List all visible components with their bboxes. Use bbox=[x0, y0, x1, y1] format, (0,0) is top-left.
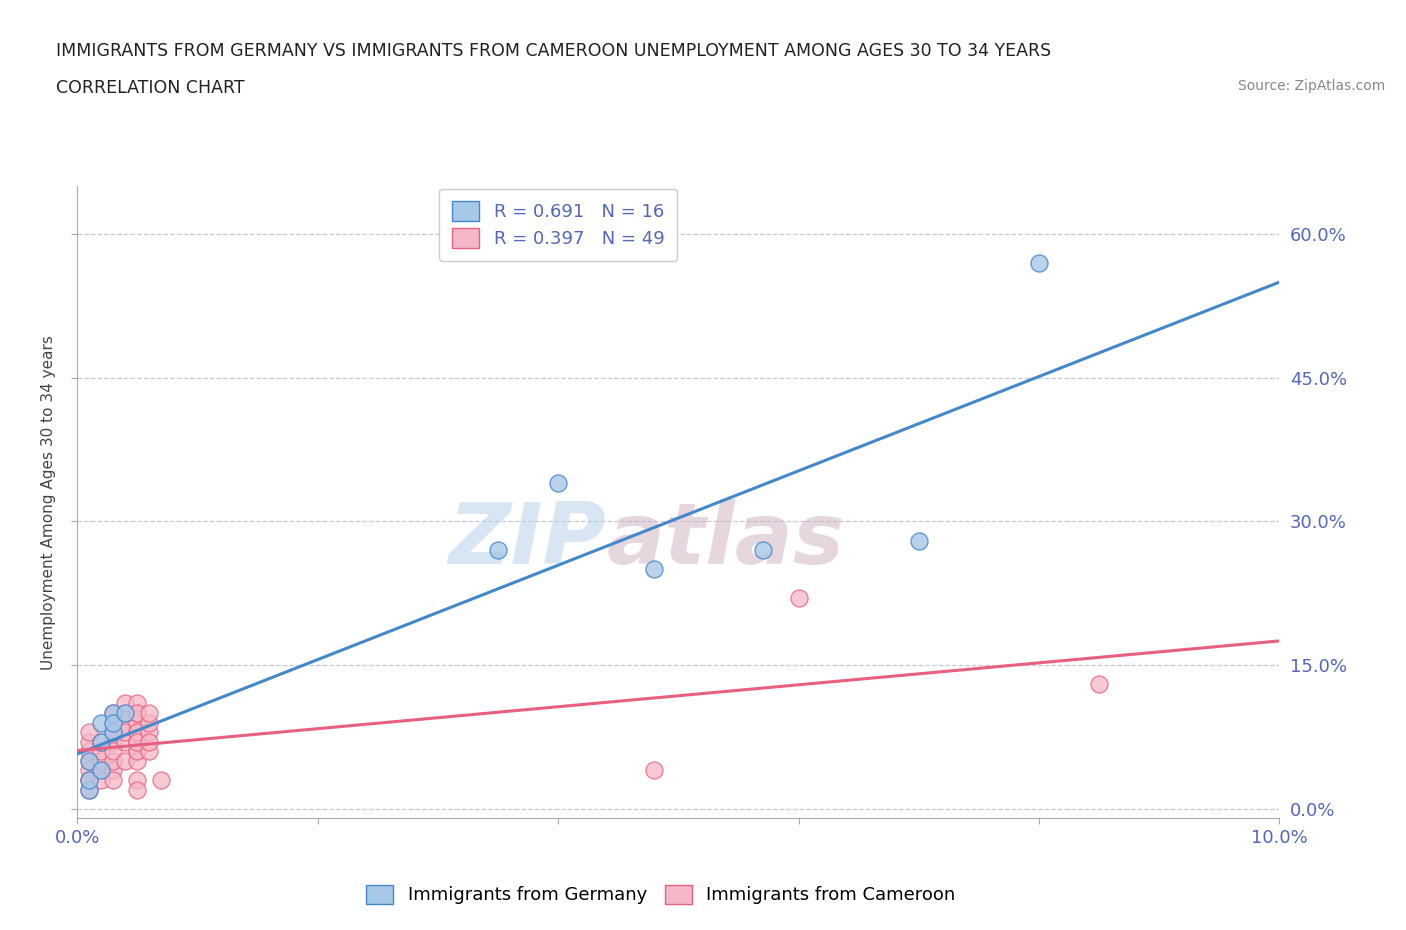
Point bbox=[90, 763, 112, 777]
Point bbox=[79, 744, 101, 759]
Point bbox=[103, 763, 125, 777]
Legend: Immigrants from Germany, Immigrants from Cameroon: Immigrants from Germany, Immigrants from… bbox=[359, 878, 963, 911]
Point bbox=[103, 744, 125, 759]
Point bbox=[79, 735, 101, 750]
Point bbox=[751, 543, 773, 558]
Point bbox=[138, 706, 160, 721]
Point bbox=[79, 773, 101, 788]
Point bbox=[114, 715, 136, 730]
Point bbox=[1028, 255, 1050, 270]
Point bbox=[79, 753, 101, 768]
Point bbox=[79, 763, 101, 777]
Point bbox=[127, 706, 149, 721]
Point bbox=[103, 706, 125, 721]
Point bbox=[103, 724, 125, 739]
Point bbox=[138, 744, 160, 759]
Point bbox=[127, 696, 149, 711]
Point bbox=[103, 715, 125, 730]
Point bbox=[79, 724, 101, 739]
Point bbox=[127, 744, 149, 759]
Point bbox=[103, 753, 125, 768]
Point bbox=[127, 744, 149, 759]
Point bbox=[114, 706, 136, 721]
Point bbox=[103, 773, 125, 788]
Point bbox=[787, 591, 810, 605]
Point bbox=[103, 706, 125, 721]
Point bbox=[79, 782, 101, 797]
Text: atlas: atlas bbox=[606, 498, 845, 581]
Point bbox=[79, 753, 101, 768]
Point bbox=[486, 543, 509, 558]
Point bbox=[114, 753, 136, 768]
Point bbox=[127, 753, 149, 768]
Point bbox=[150, 773, 173, 788]
Point bbox=[114, 724, 136, 739]
Point bbox=[547, 475, 569, 490]
Text: CORRELATION CHART: CORRELATION CHART bbox=[56, 79, 245, 97]
Point bbox=[643, 763, 665, 777]
Point bbox=[127, 773, 149, 788]
Point bbox=[114, 735, 136, 750]
Point bbox=[127, 715, 149, 730]
Point bbox=[114, 696, 136, 711]
Point bbox=[90, 735, 112, 750]
Text: IMMIGRANTS FROM GERMANY VS IMMIGRANTS FROM CAMEROON UNEMPLOYMENT AMONG AGES 30 T: IMMIGRANTS FROM GERMANY VS IMMIGRANTS FR… bbox=[56, 42, 1052, 60]
Y-axis label: Unemployment Among Ages 30 to 34 years: Unemployment Among Ages 30 to 34 years bbox=[41, 335, 56, 670]
Point bbox=[79, 773, 101, 788]
Point bbox=[90, 744, 112, 759]
Point bbox=[79, 773, 101, 788]
Point bbox=[103, 735, 125, 750]
Text: Source: ZipAtlas.com: Source: ZipAtlas.com bbox=[1237, 79, 1385, 93]
Point bbox=[127, 735, 149, 750]
Point bbox=[79, 782, 101, 797]
Point bbox=[127, 706, 149, 721]
Legend: R = 0.691   N = 16, R = 0.397   N = 49: R = 0.691 N = 16, R = 0.397 N = 49 bbox=[440, 189, 676, 261]
Point bbox=[127, 724, 149, 739]
Point bbox=[90, 735, 112, 750]
Point bbox=[114, 706, 136, 721]
Point bbox=[90, 715, 112, 730]
Point bbox=[103, 715, 125, 730]
Point bbox=[138, 715, 160, 730]
Point bbox=[127, 782, 149, 797]
Point bbox=[90, 753, 112, 768]
Point bbox=[103, 724, 125, 739]
Point bbox=[138, 724, 160, 739]
Point bbox=[908, 533, 931, 548]
Point bbox=[90, 763, 112, 777]
Point bbox=[90, 773, 112, 788]
Point bbox=[127, 724, 149, 739]
Point bbox=[643, 562, 665, 577]
Text: ZIP: ZIP bbox=[449, 498, 606, 581]
Point bbox=[138, 735, 160, 750]
Point bbox=[127, 735, 149, 750]
Point bbox=[1088, 677, 1111, 692]
